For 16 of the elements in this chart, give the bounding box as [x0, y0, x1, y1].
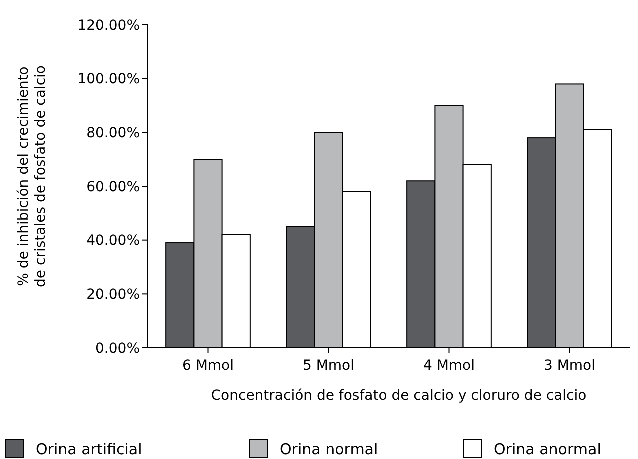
y-tick-label: 80.00%: [86, 126, 140, 142]
legend-label: Orina normal: [280, 440, 378, 458]
y-tick-label: 40.00%: [86, 233, 140, 250]
x-tick-label: 4 Mmol: [423, 358, 476, 374]
legend-label: Orina artificial: [36, 440, 142, 458]
x-tick-label: 6 Mmol: [182, 358, 234, 374]
y-axis-title: % de inhibición del crecimiento de cristales de fosfato de calcio: [16, 66, 49, 288]
y-tick-label: 60.00%: [86, 179, 140, 196]
x-tick-label: 5 Mmol: [302, 358, 355, 374]
x-axis-title: Concentración de fosfato de calcio y cloruro de calcio: [211, 388, 587, 404]
x-tick-label: 3 Mmol: [544, 358, 596, 374]
y-tick-label: 120.00%: [78, 18, 140, 34]
legend-label: Orina anormal: [494, 440, 602, 458]
y-tick-label: 0.00%: [96, 340, 140, 357]
y-tick-label: 100.00%: [78, 72, 140, 88]
y-tick-label: 20.00%: [86, 287, 140, 304]
